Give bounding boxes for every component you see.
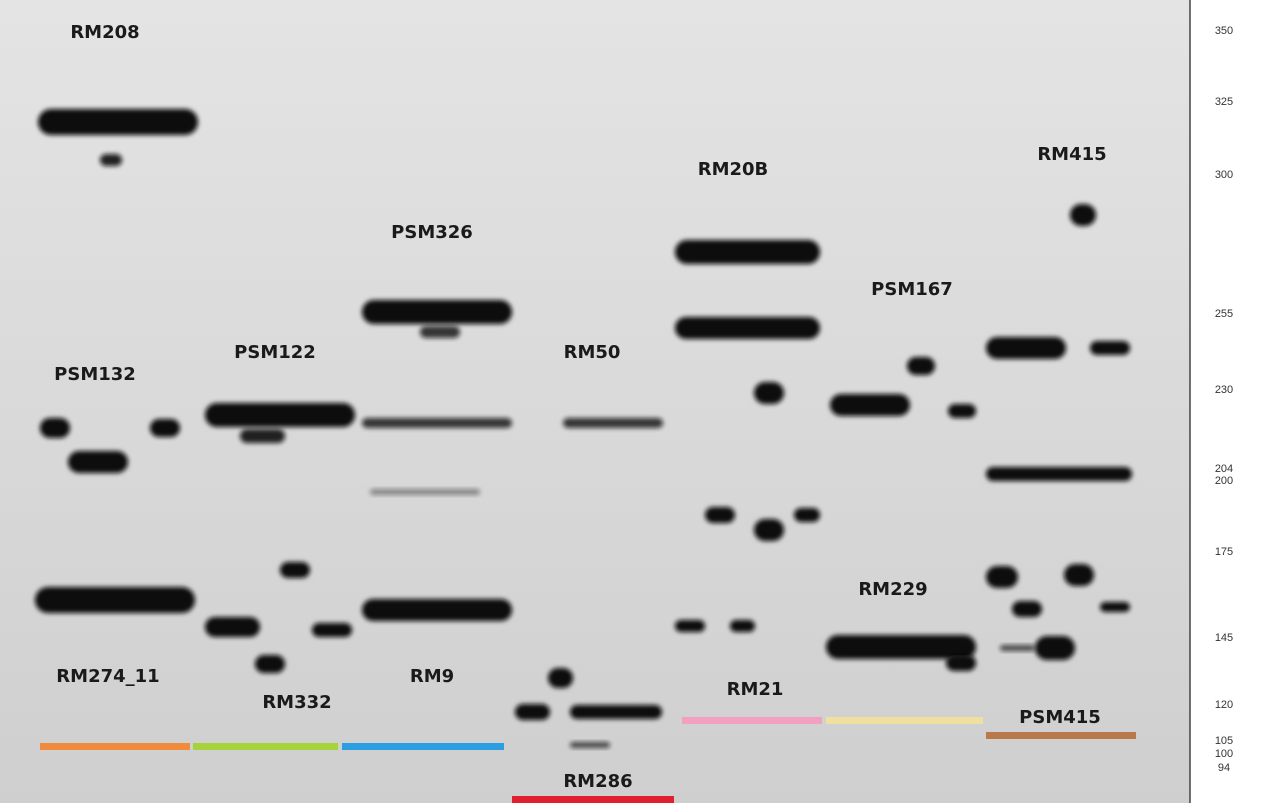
marker-label: RM21 bbox=[727, 679, 784, 700]
size-label: 175 bbox=[1215, 546, 1233, 558]
band bbox=[1070, 204, 1096, 226]
band bbox=[362, 599, 512, 621]
band bbox=[420, 326, 460, 338]
size-label: 255 bbox=[1215, 308, 1233, 320]
size-label: 230 bbox=[1215, 384, 1233, 396]
marker-label: RM415 bbox=[1037, 144, 1106, 165]
size-label: 300 bbox=[1215, 169, 1233, 181]
band bbox=[1090, 341, 1130, 355]
marker-label: PSM167 bbox=[871, 279, 953, 300]
band bbox=[40, 418, 70, 438]
band bbox=[986, 337, 1066, 359]
size-label: 204 bbox=[1215, 463, 1233, 475]
band bbox=[35, 587, 195, 613]
bands bbox=[35, 109, 1132, 748]
size-label: 94 bbox=[1218, 762, 1230, 774]
size-label: 105 bbox=[1215, 735, 1233, 747]
size-panel bbox=[1190, 0, 1261, 803]
band bbox=[563, 418, 663, 428]
band bbox=[754, 519, 784, 541]
size-label: 120 bbox=[1215, 699, 1233, 711]
underline bbox=[986, 732, 1136, 739]
marker-label: RM20B bbox=[698, 159, 769, 180]
size-label: 325 bbox=[1215, 96, 1233, 108]
band bbox=[280, 562, 310, 578]
band bbox=[515, 704, 550, 720]
lane-underlines bbox=[40, 717, 1136, 803]
band bbox=[570, 705, 662, 719]
band bbox=[1012, 601, 1042, 617]
band bbox=[205, 617, 260, 637]
band bbox=[100, 154, 122, 166]
marker-label: PSM415 bbox=[1019, 707, 1101, 728]
band bbox=[675, 240, 820, 264]
underline bbox=[682, 717, 822, 724]
size-label: 145 bbox=[1215, 632, 1233, 644]
band bbox=[570, 742, 610, 748]
band bbox=[948, 404, 976, 418]
band bbox=[255, 655, 285, 673]
marker-label: RM208 bbox=[70, 22, 139, 43]
band bbox=[675, 620, 705, 632]
band bbox=[675, 317, 820, 339]
underline bbox=[40, 743, 190, 750]
band bbox=[205, 403, 355, 427]
band bbox=[1100, 602, 1130, 612]
marker-label: PSM326 bbox=[391, 222, 473, 243]
marker-label: RM332 bbox=[262, 692, 331, 713]
underline bbox=[826, 717, 983, 724]
underline bbox=[342, 743, 504, 750]
marker-label: RM274_11 bbox=[56, 666, 159, 687]
size-label: 350 bbox=[1215, 25, 1233, 37]
band bbox=[362, 418, 512, 428]
band bbox=[1064, 564, 1094, 586]
marker-label: RM50 bbox=[564, 342, 621, 363]
band bbox=[794, 508, 820, 522]
band bbox=[1035, 636, 1075, 660]
size-label: 100 bbox=[1215, 748, 1233, 760]
band bbox=[312, 623, 352, 637]
marker-label: RM286 bbox=[563, 771, 632, 792]
marker-label: PSM132 bbox=[54, 364, 136, 385]
band bbox=[362, 300, 512, 324]
band bbox=[548, 668, 573, 688]
band bbox=[907, 357, 935, 375]
gel-background bbox=[0, 0, 1190, 803]
band bbox=[986, 467, 1132, 481]
marker-label: PSM122 bbox=[234, 342, 316, 363]
band bbox=[946, 655, 976, 671]
band bbox=[150, 419, 180, 437]
marker-label: RM229 bbox=[858, 579, 927, 600]
band bbox=[370, 489, 480, 495]
band bbox=[68, 451, 128, 473]
band bbox=[705, 507, 735, 523]
underline bbox=[193, 743, 338, 750]
band bbox=[1000, 645, 1035, 651]
underline bbox=[512, 796, 674, 803]
marker-label: RM9 bbox=[410, 666, 454, 687]
band bbox=[754, 382, 784, 404]
band bbox=[830, 394, 910, 416]
band bbox=[38, 109, 198, 135]
band bbox=[826, 635, 976, 659]
labels: RM208 PSM132 RM274_11 PSM122 RM332 PSM326 RM9 R… bbox=[54, 22, 1233, 792]
band bbox=[986, 566, 1018, 588]
size-label: 200 bbox=[1215, 475, 1233, 487]
band bbox=[240, 429, 285, 443]
band bbox=[730, 620, 755, 632]
